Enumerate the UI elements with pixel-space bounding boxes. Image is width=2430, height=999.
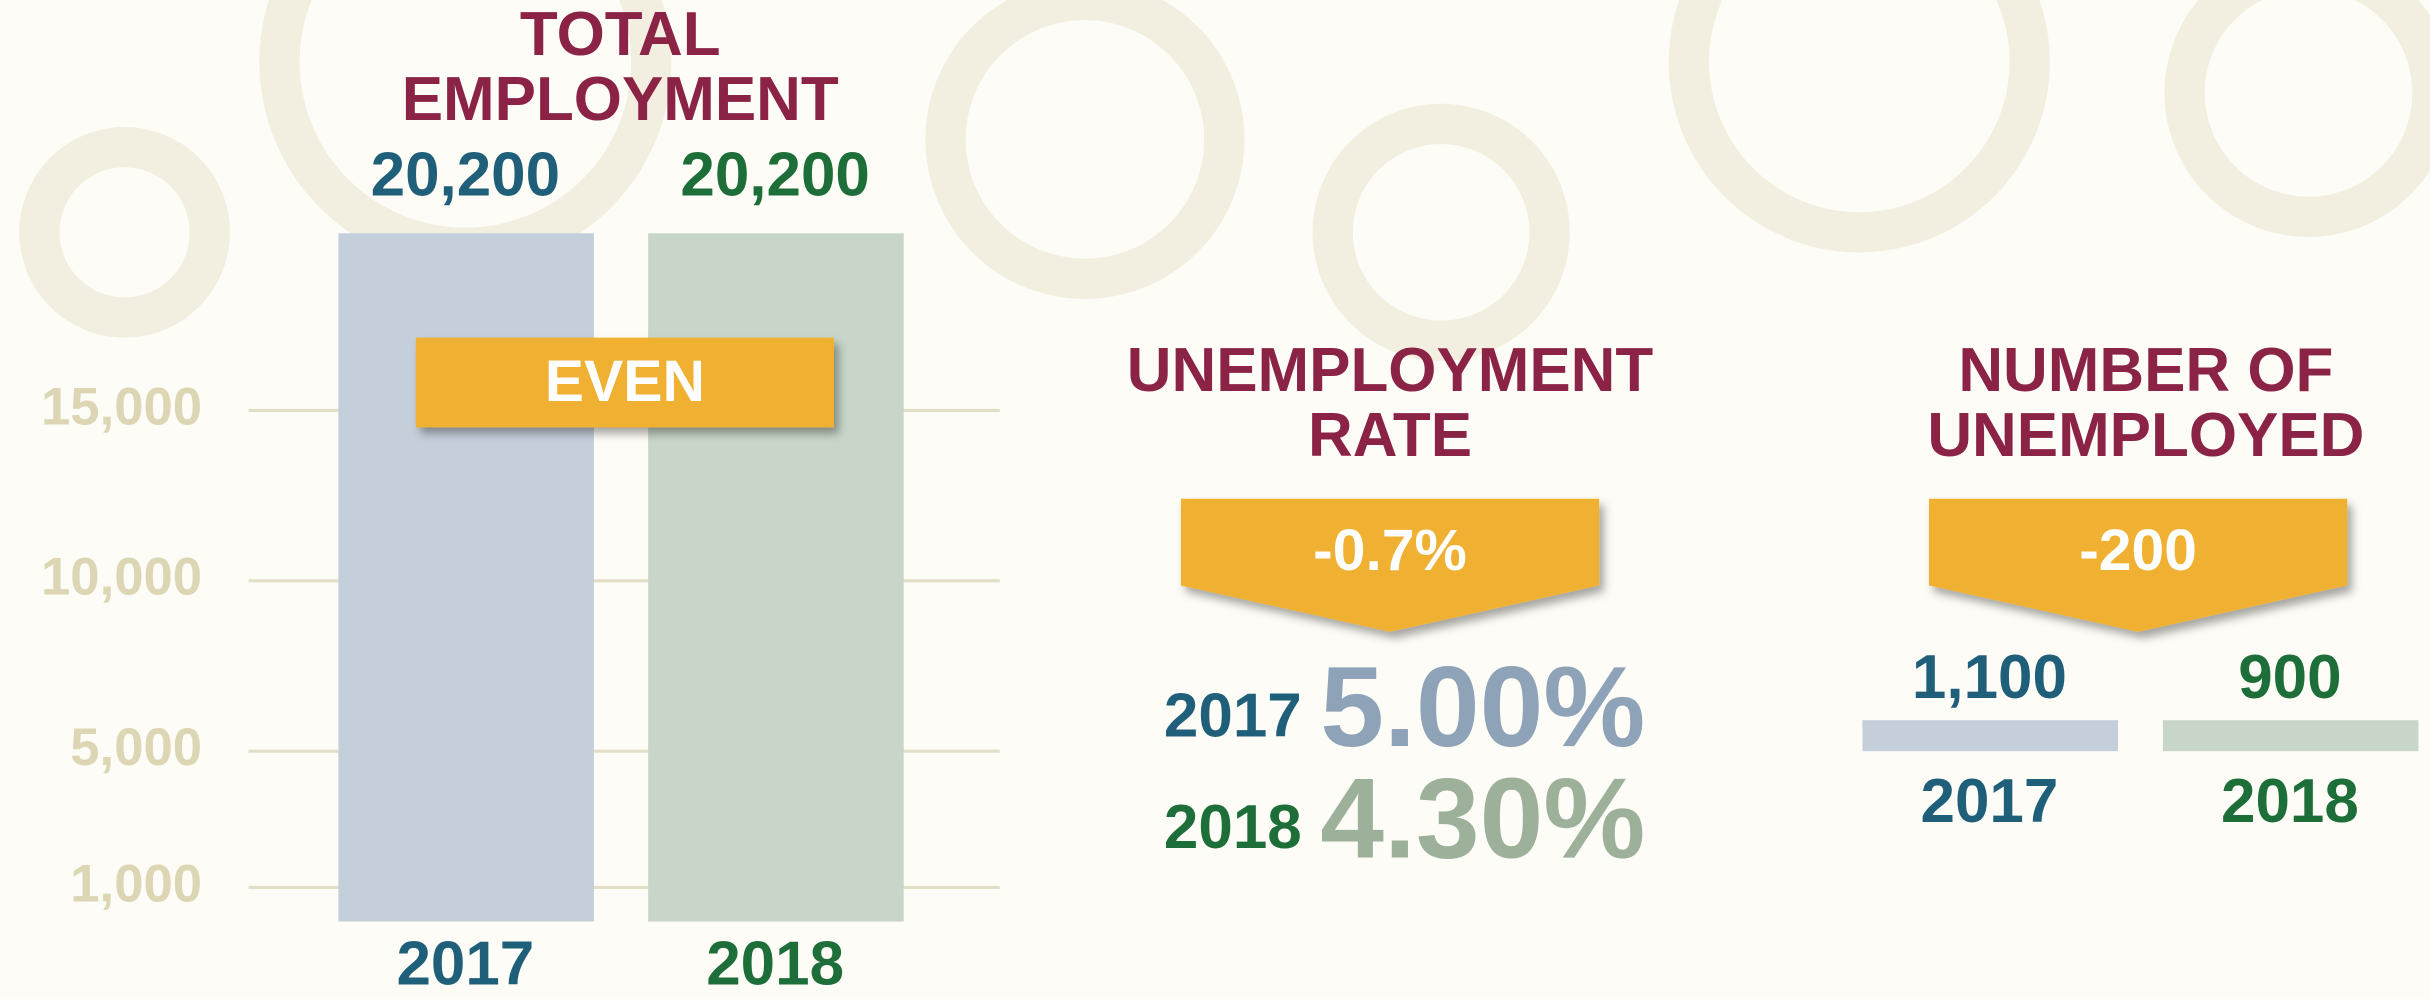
page: {"chart_data": [ {"type": "bar", "title"… xyxy=(0,0,2430,999)
section-title: RATE xyxy=(1308,401,1472,470)
rate-value: 4.30% xyxy=(1320,754,1645,882)
underline xyxy=(2163,720,2419,751)
y-tick-label: 5,000 xyxy=(70,718,202,777)
section-title: EMPLOYMENT xyxy=(402,65,839,134)
section-title: UNEMPLOYMENT xyxy=(1127,336,1654,405)
section-title: NUMBER OF xyxy=(1958,336,2333,405)
y-tick-label: 15,000 xyxy=(41,377,202,436)
year-label: 2018 xyxy=(1164,793,1302,862)
section-title: UNEMPLOYED xyxy=(1927,401,2364,470)
change-label: -200 xyxy=(2079,518,2197,583)
y-tick-label: 1,000 xyxy=(70,854,202,913)
value-label: 1,100 xyxy=(1912,643,2067,712)
value-label: 900 xyxy=(2238,643,2341,712)
year-label: 2018 xyxy=(2221,767,2359,836)
year-label: 2017 xyxy=(1164,682,1302,751)
change-label: -0.7% xyxy=(1313,518,1467,583)
value-label: 20,200 xyxy=(371,140,560,209)
bar xyxy=(648,233,904,921)
x-tick-label: 2018 xyxy=(706,929,844,998)
year-label: 2017 xyxy=(1921,767,2059,836)
x-tick-label: 2017 xyxy=(396,929,534,998)
annotation: EVEN xyxy=(545,349,705,414)
underline xyxy=(1862,720,2118,751)
rate-value: 5.00% xyxy=(1320,643,1645,771)
section-title: TOTAL xyxy=(520,0,721,69)
bar xyxy=(338,233,594,921)
y-tick-label: 10,000 xyxy=(41,548,202,607)
value-label: 20,200 xyxy=(680,140,869,209)
infographic: TOTALEMPLOYMENT 1,000 5,000 10,000 15,000 20,… xyxy=(0,0,2430,999)
